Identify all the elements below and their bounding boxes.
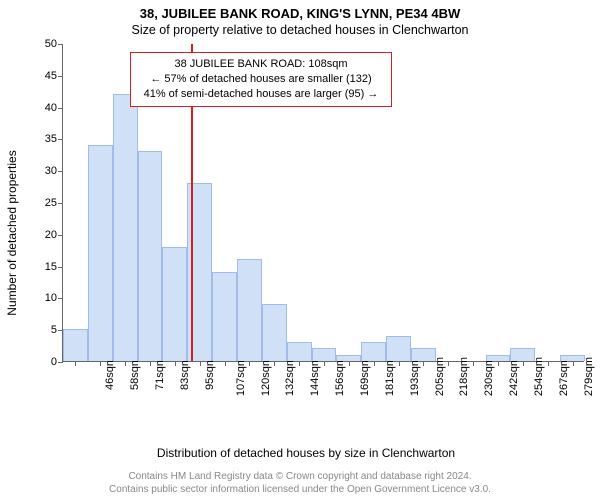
x-tick: [175, 361, 176, 366]
x-tick-label: 144sqm: [309, 357, 321, 396]
info-box: 38 JUBILEE BANK ROAD: 108sqm← 57% of det…: [130, 52, 392, 107]
x-tick-label: 71sqm: [154, 357, 166, 390]
y-tick-label: 5: [33, 324, 57, 336]
x-tick: [349, 361, 350, 366]
x-tick: [573, 361, 574, 366]
y-tick: [58, 139, 63, 140]
y-tick: [58, 203, 63, 204]
x-tick: [523, 361, 524, 366]
x-tick-label: 156sqm: [334, 357, 346, 396]
y-tick: [58, 108, 63, 109]
x-tick-label: 83sqm: [179, 357, 191, 390]
bar: [510, 348, 535, 361]
x-tick: [548, 361, 549, 366]
x-tick: [299, 361, 300, 366]
bar: [262, 304, 287, 361]
y-tick-label: 35: [33, 133, 57, 145]
y-tick-label: 15: [33, 261, 57, 273]
x-tick-label: 193sqm: [409, 357, 421, 396]
x-tick: [75, 361, 76, 366]
x-tick: [249, 361, 250, 366]
footer-line-2: Contains public sector information licen…: [0, 483, 600, 496]
x-tick-label: 181sqm: [384, 357, 396, 396]
bar: [312, 348, 337, 361]
y-tick-label: 25: [33, 197, 57, 209]
y-tick: [58, 298, 63, 299]
y-tick-label: 20: [33, 229, 57, 241]
y-tick-label: 40: [33, 102, 57, 114]
x-tick-label: 95sqm: [204, 357, 216, 390]
x-tick-label: 46sqm: [104, 357, 116, 390]
y-tick: [58, 362, 63, 363]
bar: [63, 329, 88, 361]
y-tick: [58, 171, 63, 172]
y-tick-label: 50: [33, 38, 57, 50]
x-tick-label: 279sqm: [583, 357, 595, 396]
x-tick: [374, 361, 375, 366]
x-tick-label: 132sqm: [285, 357, 297, 396]
x-tick-label: 58sqm: [129, 357, 141, 390]
bar: [237, 259, 262, 361]
x-tick: [324, 361, 325, 366]
x-tick-label: 267sqm: [558, 357, 570, 396]
y-tick-label: 0: [33, 356, 57, 368]
y-tick-label: 10: [33, 292, 57, 304]
y-tick: [58, 44, 63, 45]
plot-area: 0510152025303540455046sqm58sqm71sqm83sqm…: [62, 44, 584, 362]
x-tick-label: 242sqm: [508, 357, 520, 396]
bar: [138, 151, 163, 361]
info-box-line: 41% of semi-detached houses are larger (…: [137, 87, 385, 102]
x-tick: [225, 361, 226, 366]
x-tick: [200, 361, 201, 366]
chart-container: Number of detached properties 0510152025…: [28, 44, 584, 422]
bar: [287, 342, 312, 361]
x-tick-label: 205sqm: [434, 357, 446, 396]
bar: [113, 94, 138, 361]
bar: [361, 342, 386, 361]
x-axis-label: Distribution of detached houses by size …: [157, 446, 455, 460]
footer-line-1: Contains HM Land Registry data © Crown c…: [0, 470, 600, 483]
bar: [411, 348, 436, 361]
y-tick: [58, 76, 63, 77]
x-tick-label: 218sqm: [459, 357, 471, 396]
footer: Contains HM Land Registry data © Crown c…: [0, 470, 600, 496]
y-axis-label: Number of detached properties: [5, 150, 19, 315]
page-title: 38, JUBILEE BANK ROAD, KING'S LYNN, PE34…: [0, 0, 600, 21]
x-tick-label: 169sqm: [359, 357, 371, 396]
x-tick: [274, 361, 275, 366]
x-tick: [498, 361, 499, 366]
x-tick: [100, 361, 101, 366]
bar: [162, 247, 187, 361]
y-tick-label: 30: [33, 165, 57, 177]
x-tick-label: 230sqm: [483, 357, 495, 396]
bar: [88, 145, 113, 361]
x-tick-label: 120sqm: [260, 357, 272, 396]
x-tick: [423, 361, 424, 366]
x-tick: [399, 361, 400, 366]
x-tick: [150, 361, 151, 366]
x-tick: [473, 361, 474, 366]
info-box-line: ← 57% of detached houses are smaller (13…: [137, 72, 385, 87]
bar: [212, 272, 237, 361]
x-tick-label: 107sqm: [235, 357, 247, 396]
x-tick: [448, 361, 449, 366]
y-tick: [58, 267, 63, 268]
x-tick: [125, 361, 126, 366]
y-tick-label: 45: [33, 70, 57, 82]
x-tick-label: 254sqm: [533, 357, 545, 396]
page-subtitle: Size of property relative to detached ho…: [0, 21, 600, 37]
bar: [386, 336, 411, 361]
info-box-line: 38 JUBILEE BANK ROAD: 108sqm: [137, 57, 385, 72]
y-tick: [58, 235, 63, 236]
